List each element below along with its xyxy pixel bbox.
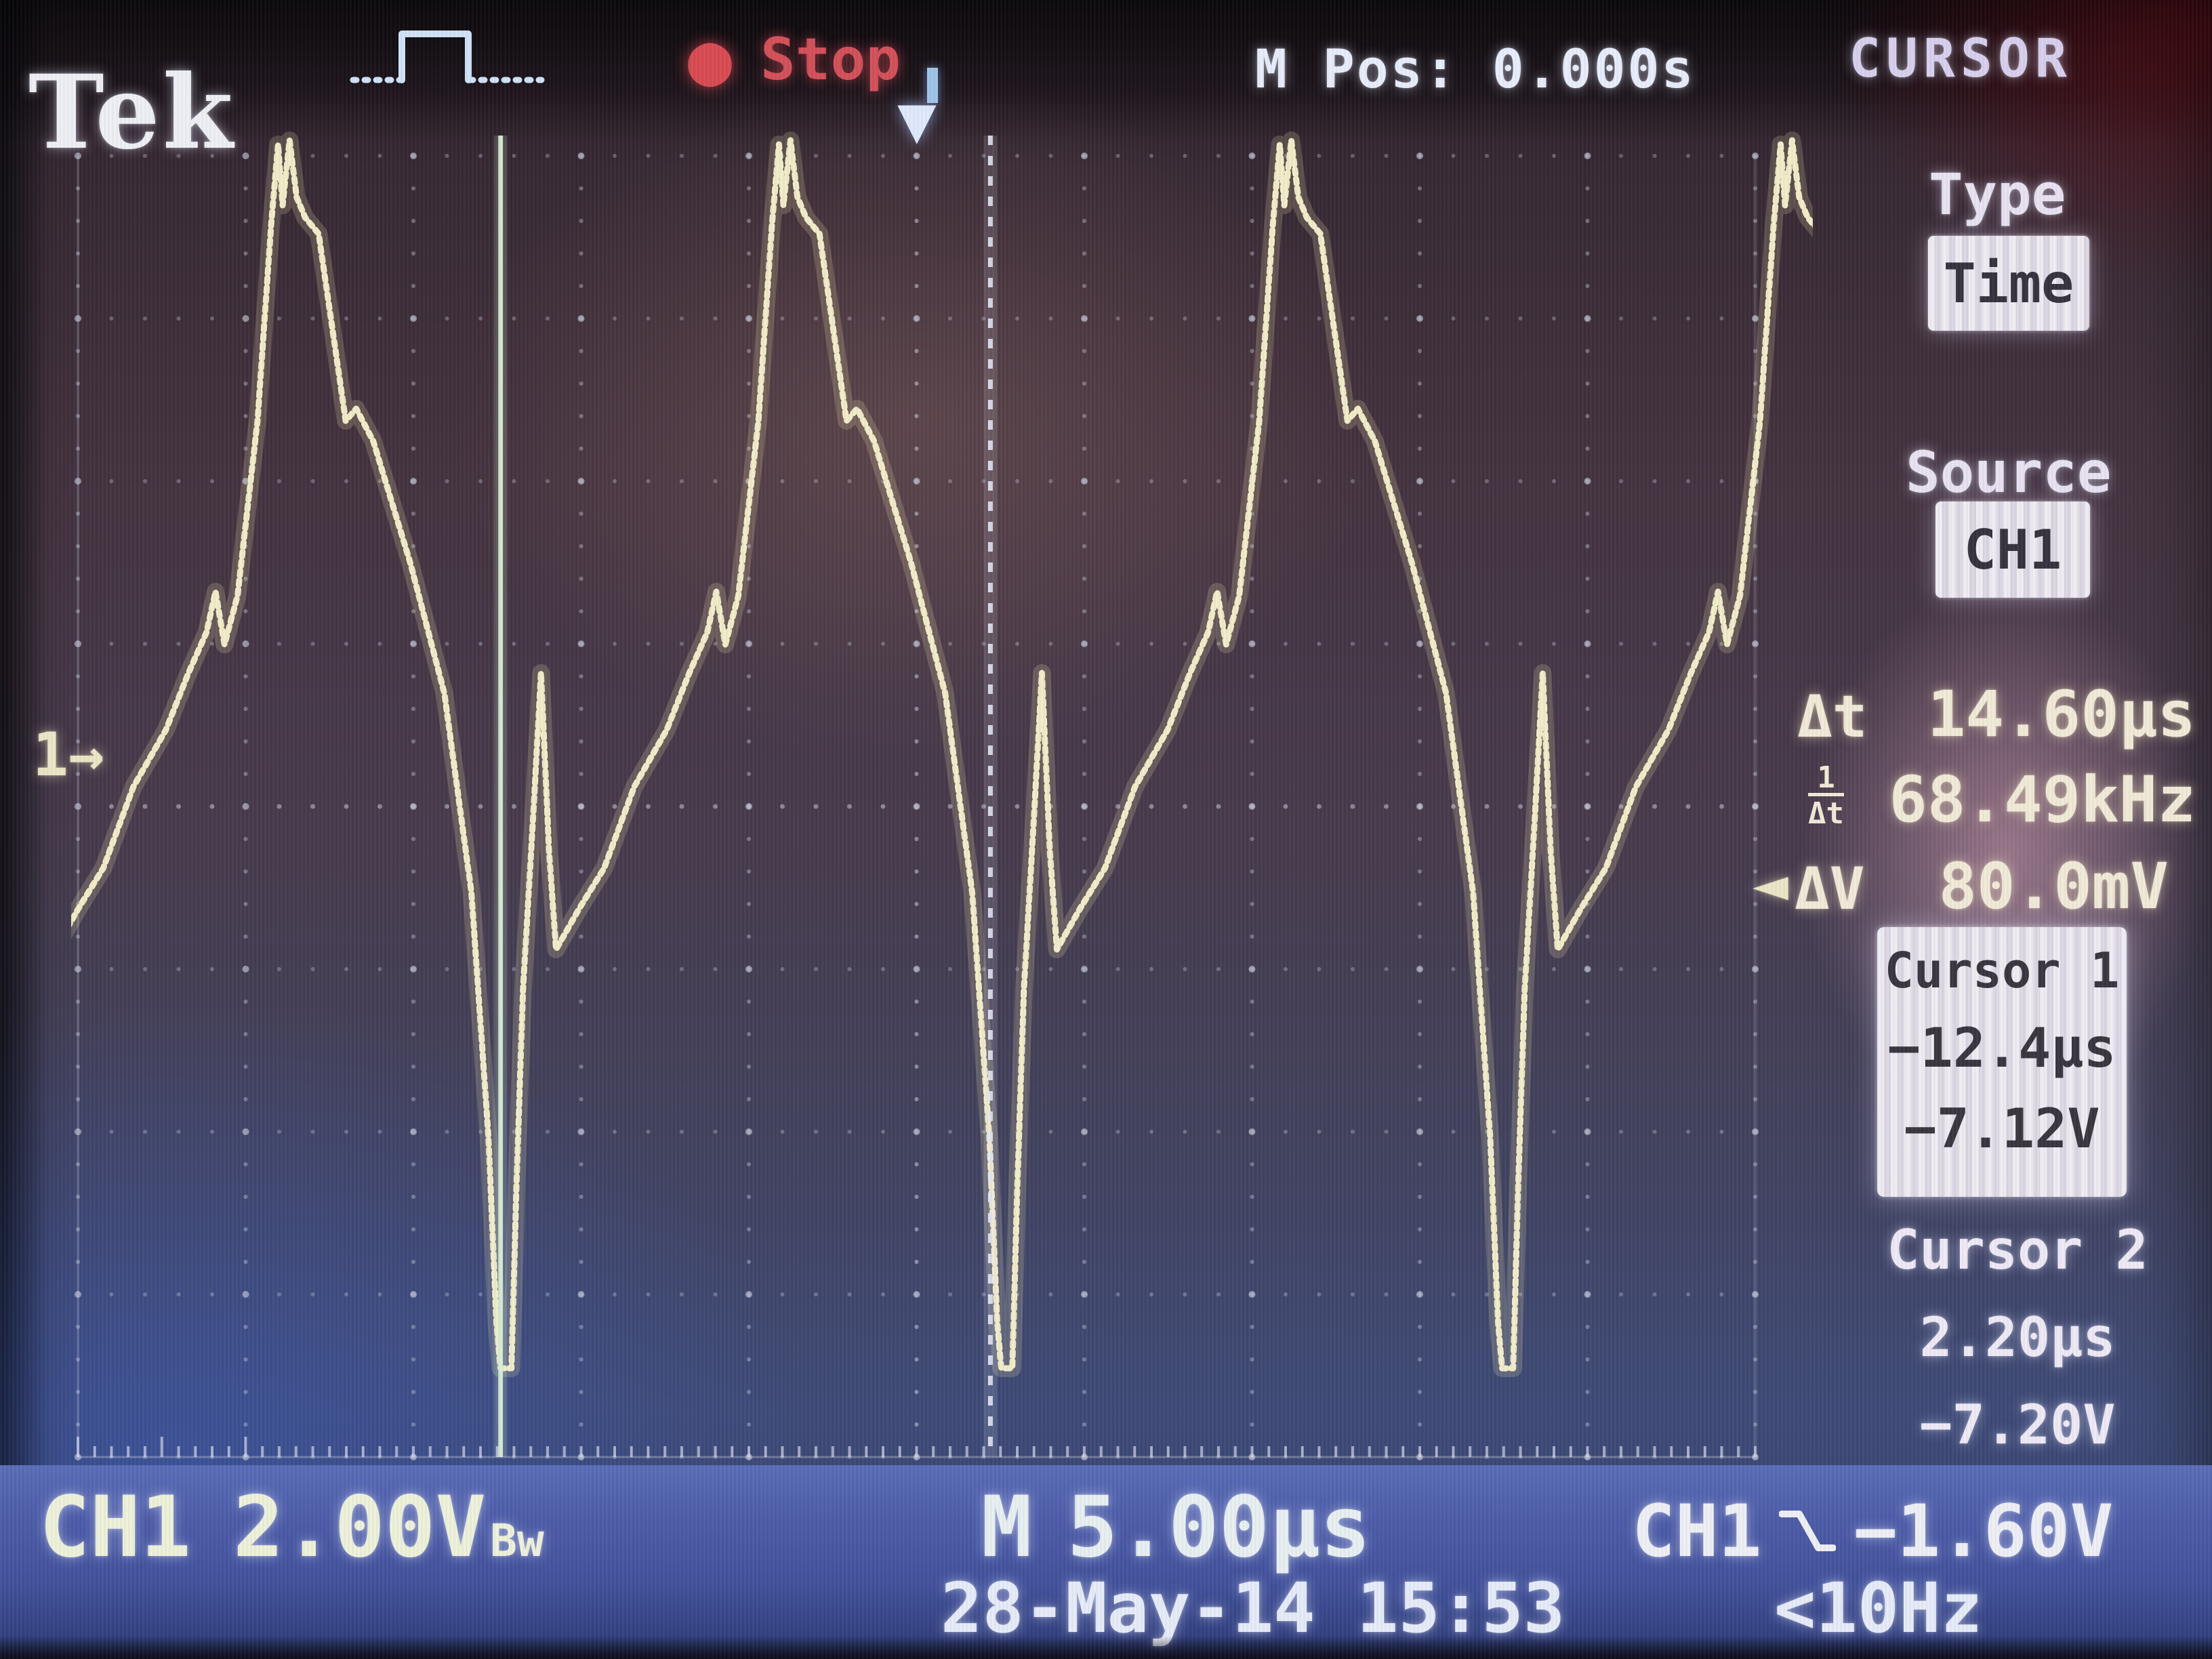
trigger-level-icon[interactable]: ◄ [1753,848,1788,918]
m-pos-readout: M Pos: 0.000s [1255,39,1696,100]
cursor-1-time: −12.4µs [1887,1017,2116,1080]
cursor-2-readout[interactable]: Cursor 2 2.20µs −7.20V [1872,1218,2163,1456]
timebase-readout: M 5.00µs [981,1479,1371,1576]
tek-logo: Tek [28,53,236,172]
trigger-pulse-icon [350,30,545,83]
menu-type-value: Time [1943,251,2074,315]
trigger-position-icon[interactable]: ▼ [897,81,937,157]
ch1-label: CH1 [39,1479,191,1576]
fraction-numerator: 1 [1817,760,1835,795]
trigger-frequency-readout: <10Hz [1774,1568,1983,1649]
status-bar: CH1 2.00V Bw M 5.00µs CH1 −1.60V 28-May-… [0,1465,2212,1659]
cursor-1-title: Cursor 1 [1884,942,2120,999]
menu-source-label: Source [1906,439,2112,506]
menu-type-label: Type [1929,161,2066,228]
acquisition-status: ● Stop [688,23,901,96]
one-over-delta-t-value: 68.49kHz [1889,763,2196,837]
trigger-level-value: −1.60V [1853,1490,2114,1573]
menu-type-value-button[interactable]: Time [1928,236,2089,331]
cursor-1-volt: −7.12V [1904,1097,2100,1160]
menu-source-value-button[interactable]: CH1 [1936,501,2090,598]
ch1-scale-readout: CH1 2.00V Bw [39,1479,544,1576]
falling-slope-icon [1779,1510,1837,1551]
menu-source-value: CH1 [1963,518,2062,581]
delta-t-icon: Δt [1797,683,1868,751]
delta-v-icon: ΔV [1795,855,1865,923]
cursor-2-title: Cursor 2 [1887,1218,2148,1282]
timebase-value: 5.00µs [1067,1479,1371,1576]
cursor-2-volt: −7.20V [1919,1393,2116,1456]
channel-1-marker[interactable]: 1→ [33,720,104,790]
acquisition-status-label: Stop [760,26,901,94]
cursor-2-time: 2.20µs [1919,1306,2116,1369]
delta-t-value: 14.60µs [1927,678,2196,752]
record-icon: ● [688,17,733,102]
trigger-position-stem [927,68,938,103]
one-over-delta-t-icon: 1 Δt [1808,763,1844,829]
delta-v-value: 80.0mV [1938,850,2169,924]
ch1-scale: 2.00V [232,1479,487,1576]
cursor-1-readout-box[interactable]: Cursor 1 −12.4µs −7.12V [1877,927,2127,1197]
menu-title: CURSOR [1849,28,2072,89]
trigger-source: CH1 [1632,1490,1762,1573]
datetime-readout: 28-May-14 15:53 [941,1568,1565,1649]
bandwidth-limit-badge: Bw [490,1515,544,1567]
timebase-label: M [981,1479,1032,1576]
trigger-readout: CH1 −1.60V [1632,1490,2113,1573]
waveform-trace [71,131,1813,1377]
fraction-denominator: Δt [1808,793,1844,829]
graticule [75,152,1759,1460]
